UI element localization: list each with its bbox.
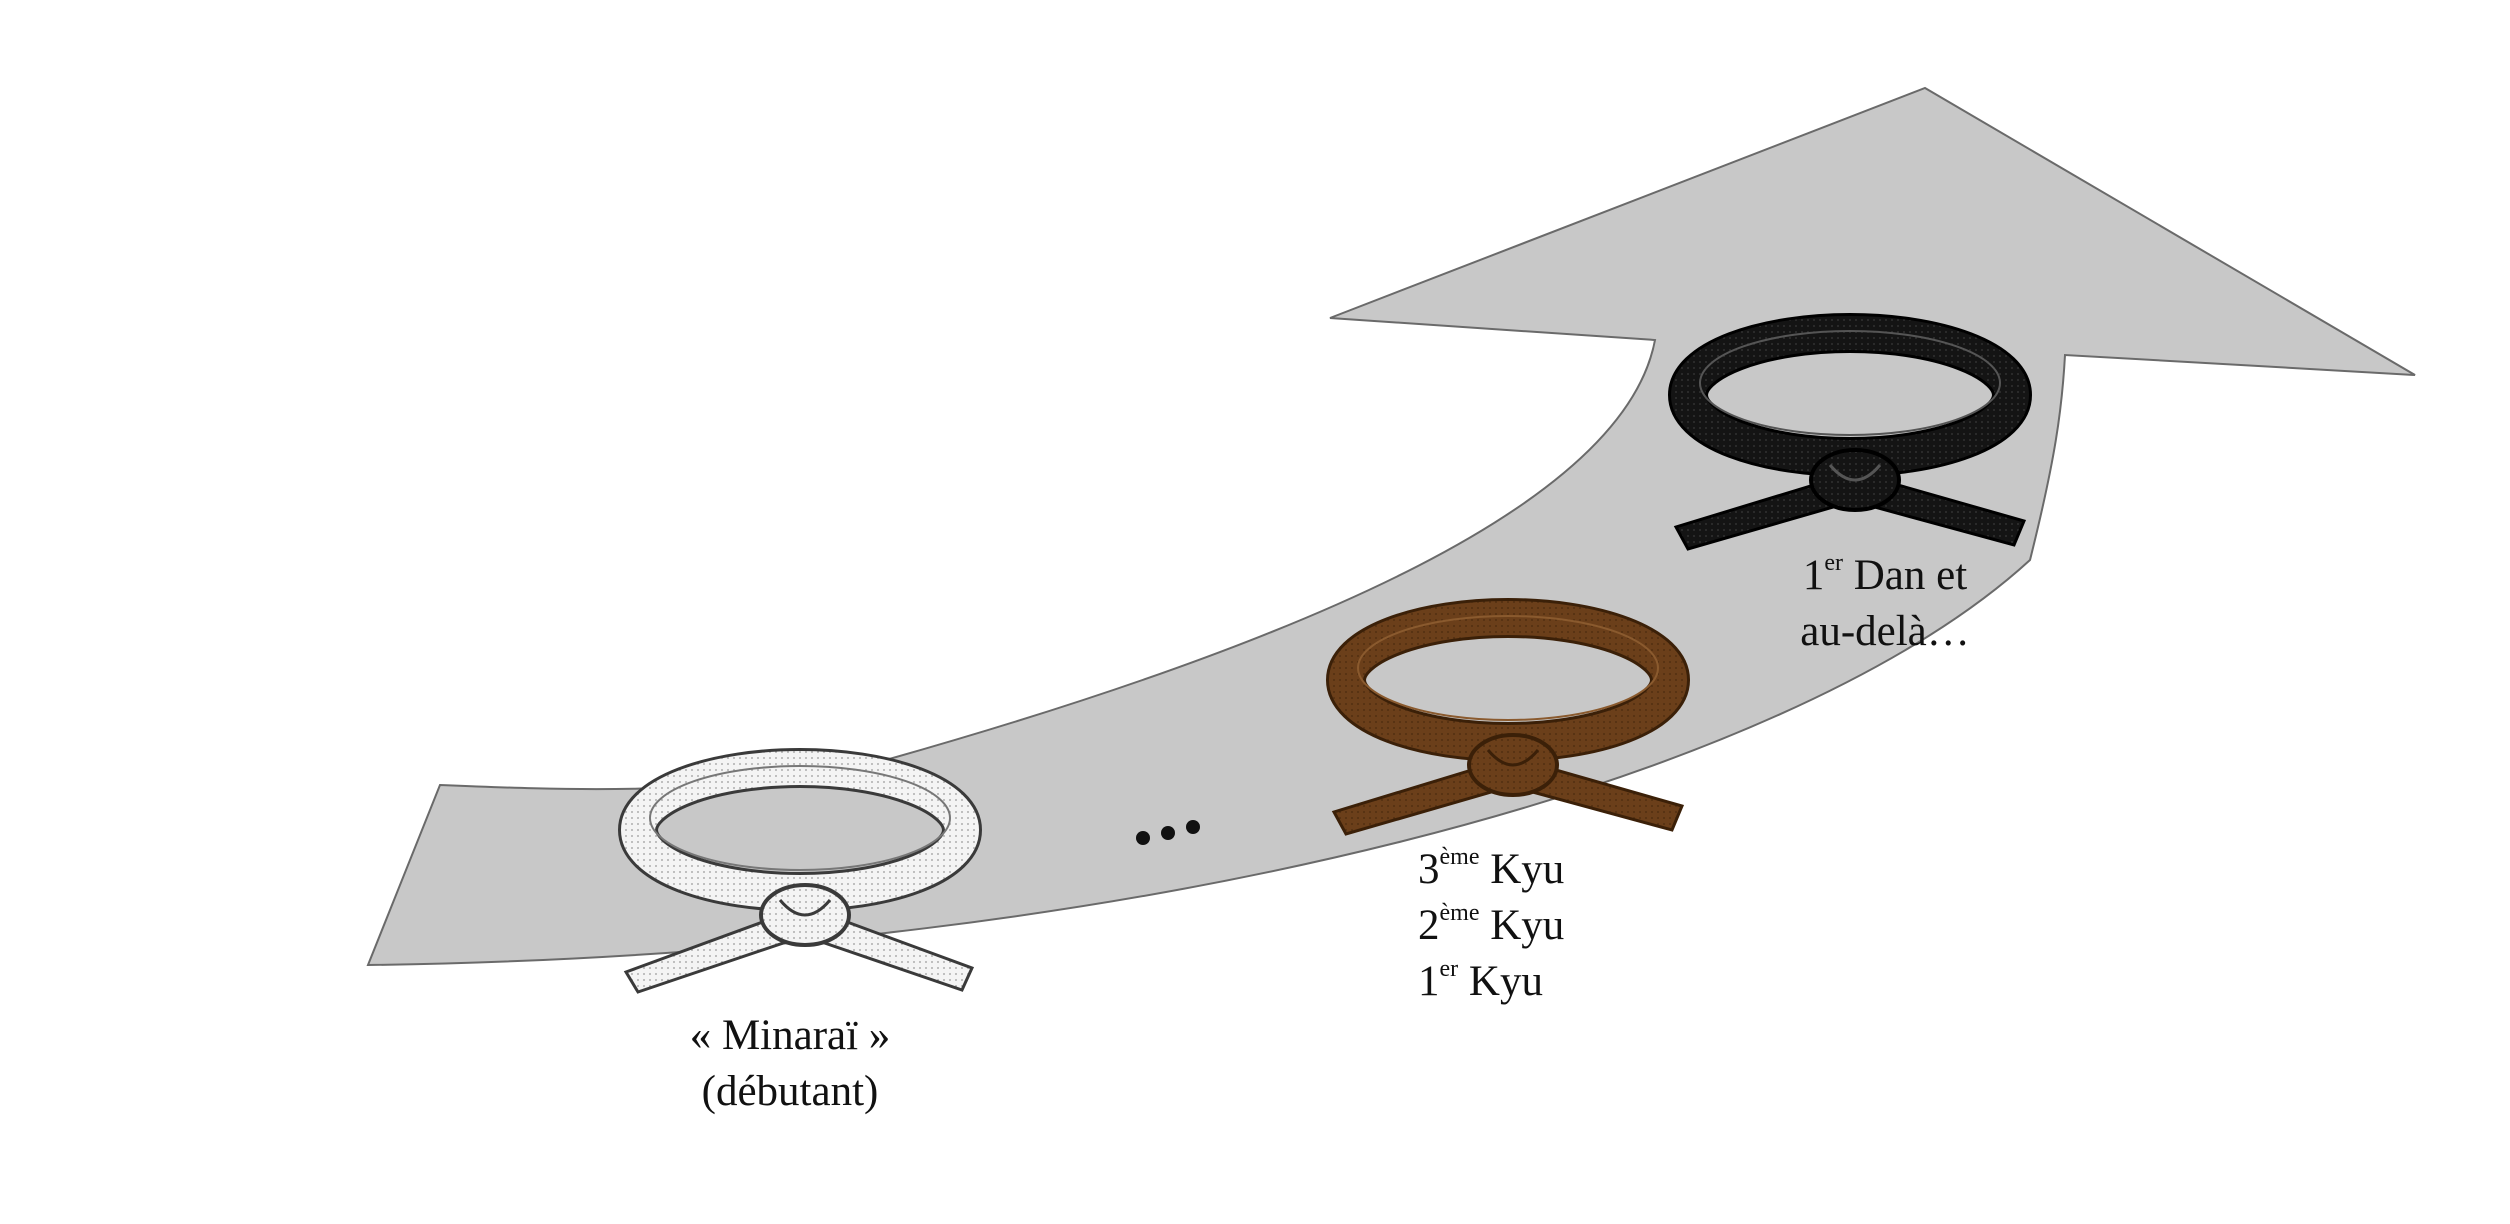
black-belt-icon	[1668, 313, 2032, 551]
brown-belt-icon	[1326, 598, 1690, 836]
white-belt-label-line-1: « Minaraï »	[689, 1012, 891, 1059]
brown-belt-label-line-2: 2ème Kyu	[1418, 899, 1565, 949]
progression-arrow	[366, 86, 2416, 967]
brown-belt-label: 3ème Kyu 2ème Kyu 1er Kyu	[1418, 842, 1738, 1010]
white-belt-label: « Minaraï » (débutant)	[650, 1008, 930, 1120]
black-belt-label: 1er Dan et au-delà…	[1735, 548, 2035, 660]
black-belt-label-line-1: 1er Dan et	[1802, 549, 1968, 599]
ellipsis-dots	[1136, 820, 1200, 845]
black-belt-label-line-2: au-delà…	[1800, 608, 1970, 655]
white-belt-label-line-2: (débutant)	[701, 1068, 879, 1115]
brown-belt-label-line-3: 1er Kyu	[1418, 955, 1543, 1005]
white-belt-icon	[618, 748, 982, 994]
brown-belt-label-line-1: 3ème Kyu	[1418, 843, 1565, 893]
